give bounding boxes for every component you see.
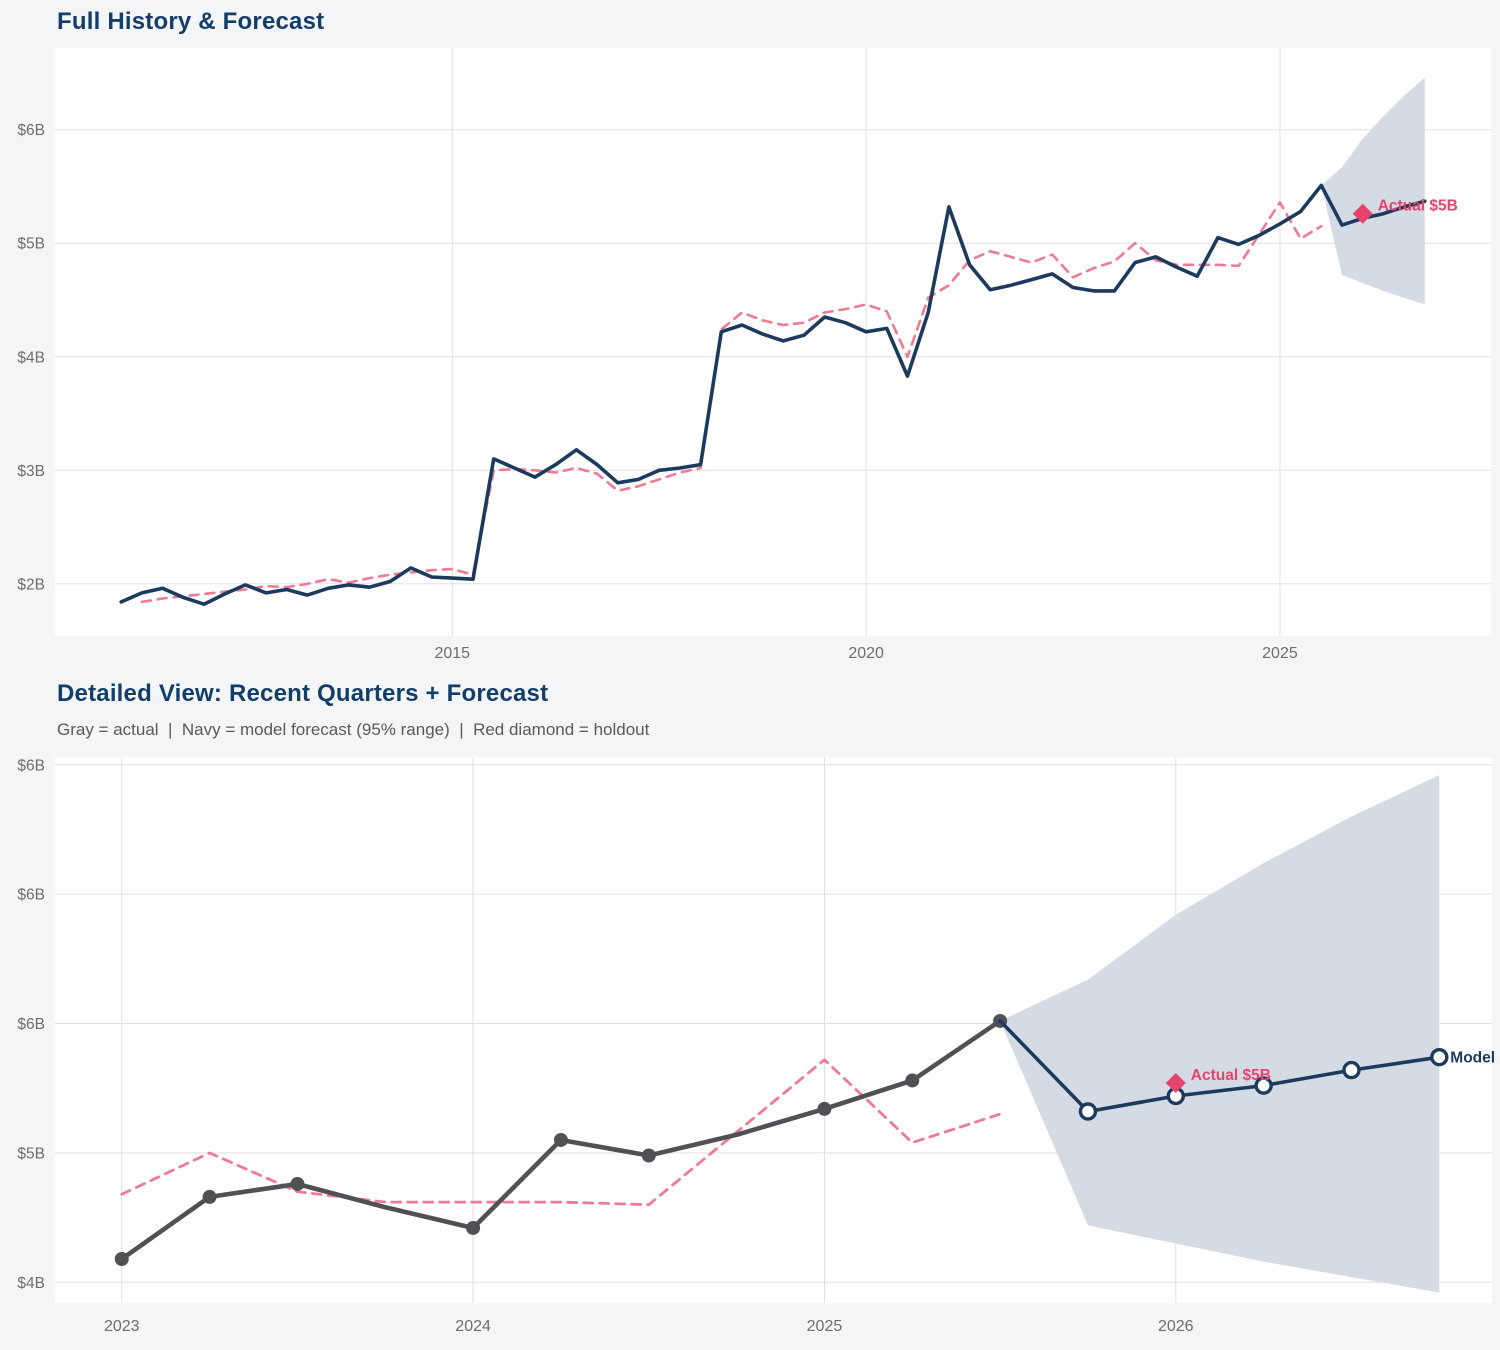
chart1-title: Full History & Forecast — [57, 8, 325, 35]
model-point — [1254, 1076, 1273, 1095]
comparison-dashed-line — [140, 201, 1323, 604]
y-tick-label: $5B — [17, 1145, 45, 1162]
model-forecast-line — [998, 1019, 1442, 1114]
x-tick-label: 2020 — [848, 645, 884, 662]
actual-dot — [641, 1148, 656, 1163]
model-point — [1342, 1060, 1361, 1080]
holdout-diamond — [1165, 1073, 1186, 1094]
x-tick-label: 2024 — [455, 1318, 491, 1335]
y-tick-label: $6B — [17, 757, 45, 774]
x-tick-label: 2023 — [104, 1318, 140, 1335]
holdout-label: Actual $5B — [1378, 198, 1458, 215]
actual-dot — [466, 1220, 481, 1235]
holdout-diamond — [1352, 203, 1373, 224]
y-tick-label: $4B — [17, 349, 45, 366]
comparison-dashed-line — [120, 1058, 1002, 1207]
x-tick-label: 2025 — [807, 1318, 843, 1335]
chart2-title: Detailed View: Recent Quarters + Forecas… — [57, 680, 549, 707]
y-tick-label: $6B — [17, 122, 45, 139]
y-tick-label: $6B — [17, 1016, 45, 1033]
y-tick-label: $4B — [17, 1275, 45, 1292]
actual-dot — [114, 1252, 129, 1267]
y-tick-label: $5B — [17, 236, 45, 253]
forecast-95-range — [1000, 775, 1440, 1293]
x-tick-label: 2026 — [1158, 1318, 1194, 1335]
actual-plus-forecast-line — [119, 183, 1427, 606]
actual-dot — [817, 1101, 832, 1116]
model-label: Model — [1450, 1050, 1495, 1067]
actual-dot — [290, 1176, 305, 1191]
y-tick-label: $3B — [17, 463, 45, 480]
x-tick-label: 2015 — [434, 645, 470, 662]
y-tick-label: $6B — [17, 887, 45, 904]
actual-dot — [905, 1073, 920, 1088]
chart2-subtitle-legend: Gray = actual | Navy = model forecast (9… — [57, 720, 650, 739]
model-point — [1430, 1047, 1449, 1067]
model-point — [1078, 1102, 1098, 1121]
plot-area — [55, 48, 1491, 636]
holdout-label: Actual $5B — [1191, 1067, 1271, 1084]
actual-dot — [553, 1132, 568, 1147]
actual-dot — [202, 1189, 217, 1204]
x-tick-label: 2025 — [1262, 645, 1298, 662]
y-tick-label: $2B — [17, 576, 45, 593]
forecast-95-range — [1321, 77, 1425, 305]
